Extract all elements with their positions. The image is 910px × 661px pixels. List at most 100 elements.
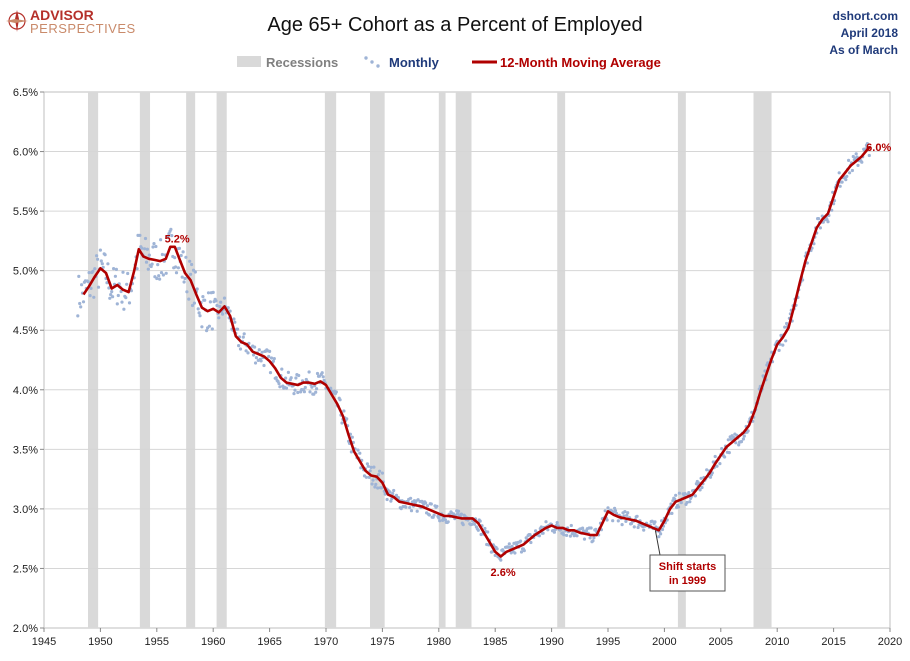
monthly-point	[312, 392, 316, 396]
monthly-point	[854, 152, 858, 156]
monthly-point	[195, 287, 199, 291]
monthly-point	[314, 390, 318, 394]
monthly-point	[850, 168, 855, 173]
monthly-point	[478, 519, 482, 523]
monthly-point	[138, 233, 142, 237]
monthly-point	[77, 274, 81, 278]
monthly-point	[446, 520, 450, 524]
monthly-point	[845, 174, 849, 178]
monthly-point	[620, 523, 624, 527]
monthly-point	[166, 234, 170, 238]
monthly-point	[278, 385, 282, 389]
monthly-point	[179, 253, 183, 258]
monthly-point	[364, 475, 368, 479]
legend-monthly: Monthly	[389, 55, 440, 70]
monthly-point	[650, 519, 654, 523]
monthly-point	[670, 511, 674, 515]
monthly-point	[108, 296, 112, 300]
monthly-point	[176, 266, 180, 270]
monthly-point	[673, 497, 677, 501]
monthly-point	[855, 155, 859, 159]
monthly-point	[591, 539, 595, 543]
monthly-point	[723, 455, 727, 459]
monthly-point	[726, 438, 730, 442]
monthly-point	[781, 343, 785, 347]
monthly-point	[262, 363, 266, 368]
recession-band	[216, 92, 227, 628]
monthly-point	[777, 348, 781, 352]
compass-star-icon	[6, 10, 28, 32]
monthly-point	[268, 349, 272, 353]
monthly-point	[404, 505, 408, 509]
monthly-point	[377, 473, 381, 477]
moving-average-line	[82, 145, 871, 558]
monthly-point	[840, 180, 844, 184]
monthly-point	[616, 519, 620, 523]
monthly-point	[371, 478, 375, 482]
monthly-point	[112, 267, 116, 271]
monthly-point	[310, 385, 314, 389]
x-axis: 1945 1950 1955 1960 1965 1970 1975 1980 1985 1990…	[32, 628, 902, 648]
monthly-point	[200, 325, 204, 329]
monthly-point	[739, 440, 744, 444]
monthly-point	[152, 242, 156, 246]
recession-band	[677, 92, 686, 628]
monthly-point	[720, 447, 724, 451]
monthly-point	[342, 409, 346, 413]
monthly-point	[685, 500, 689, 505]
monthly-point	[110, 290, 114, 294]
recession-band	[438, 92, 446, 628]
monthly-point	[120, 300, 124, 304]
monthly-point	[388, 490, 392, 494]
monthly-point	[438, 519, 442, 523]
monthly-point	[79, 305, 83, 309]
monthly-point	[96, 257, 100, 261]
monthly-point	[88, 294, 92, 298]
monthly-point	[625, 513, 629, 517]
recession-band	[324, 92, 337, 628]
monthly-point	[818, 226, 823, 230]
monthly-point	[109, 293, 113, 297]
monthly-point	[232, 317, 236, 321]
monthly-point	[101, 265, 105, 269]
monthly-point	[149, 264, 153, 269]
monthly-point	[860, 160, 864, 164]
monthly-point	[555, 521, 559, 525]
monthly-point	[470, 522, 474, 527]
legend-monthly-dot	[376, 64, 380, 68]
logo-line1: ADVISOR	[30, 7, 94, 23]
monthly-point	[409, 509, 414, 513]
monthly-point	[184, 255, 188, 259]
monthly-point	[143, 236, 148, 241]
monthly-point	[190, 262, 194, 267]
monthly-point	[537, 534, 542, 538]
x-tick-label: 1960	[201, 636, 225, 648]
monthly-point	[159, 271, 164, 275]
monthly-point	[116, 293, 120, 298]
monthly-point	[135, 267, 139, 271]
monthly-point	[150, 262, 154, 266]
monthly-point	[581, 526, 585, 530]
monthly-point	[259, 359, 263, 363]
monthly-point	[350, 435, 354, 439]
data-label: 2.6%	[491, 567, 516, 579]
monthly-point	[228, 309, 232, 313]
monthly-point	[415, 509, 419, 513]
x-tick-label: 1995	[596, 636, 620, 648]
data-label: 6.0%	[866, 142, 891, 154]
monthly-point	[565, 533, 569, 538]
monthly-point	[727, 451, 731, 455]
monthly-point	[629, 521, 634, 526]
y-tick-label: 4.5%	[13, 325, 38, 337]
monthly-point	[125, 282, 129, 286]
monthly-point	[303, 385, 307, 390]
monthly-point	[838, 184, 842, 188]
monthly-point	[268, 371, 273, 375]
x-tick-label: 1950	[88, 636, 112, 648]
monthly-point	[693, 494, 698, 498]
monthly-point	[111, 295, 115, 299]
x-tick-label: 1985	[483, 636, 507, 648]
monthly-point	[100, 262, 104, 266]
monthly-point	[632, 525, 636, 529]
monthly-point	[242, 332, 246, 336]
